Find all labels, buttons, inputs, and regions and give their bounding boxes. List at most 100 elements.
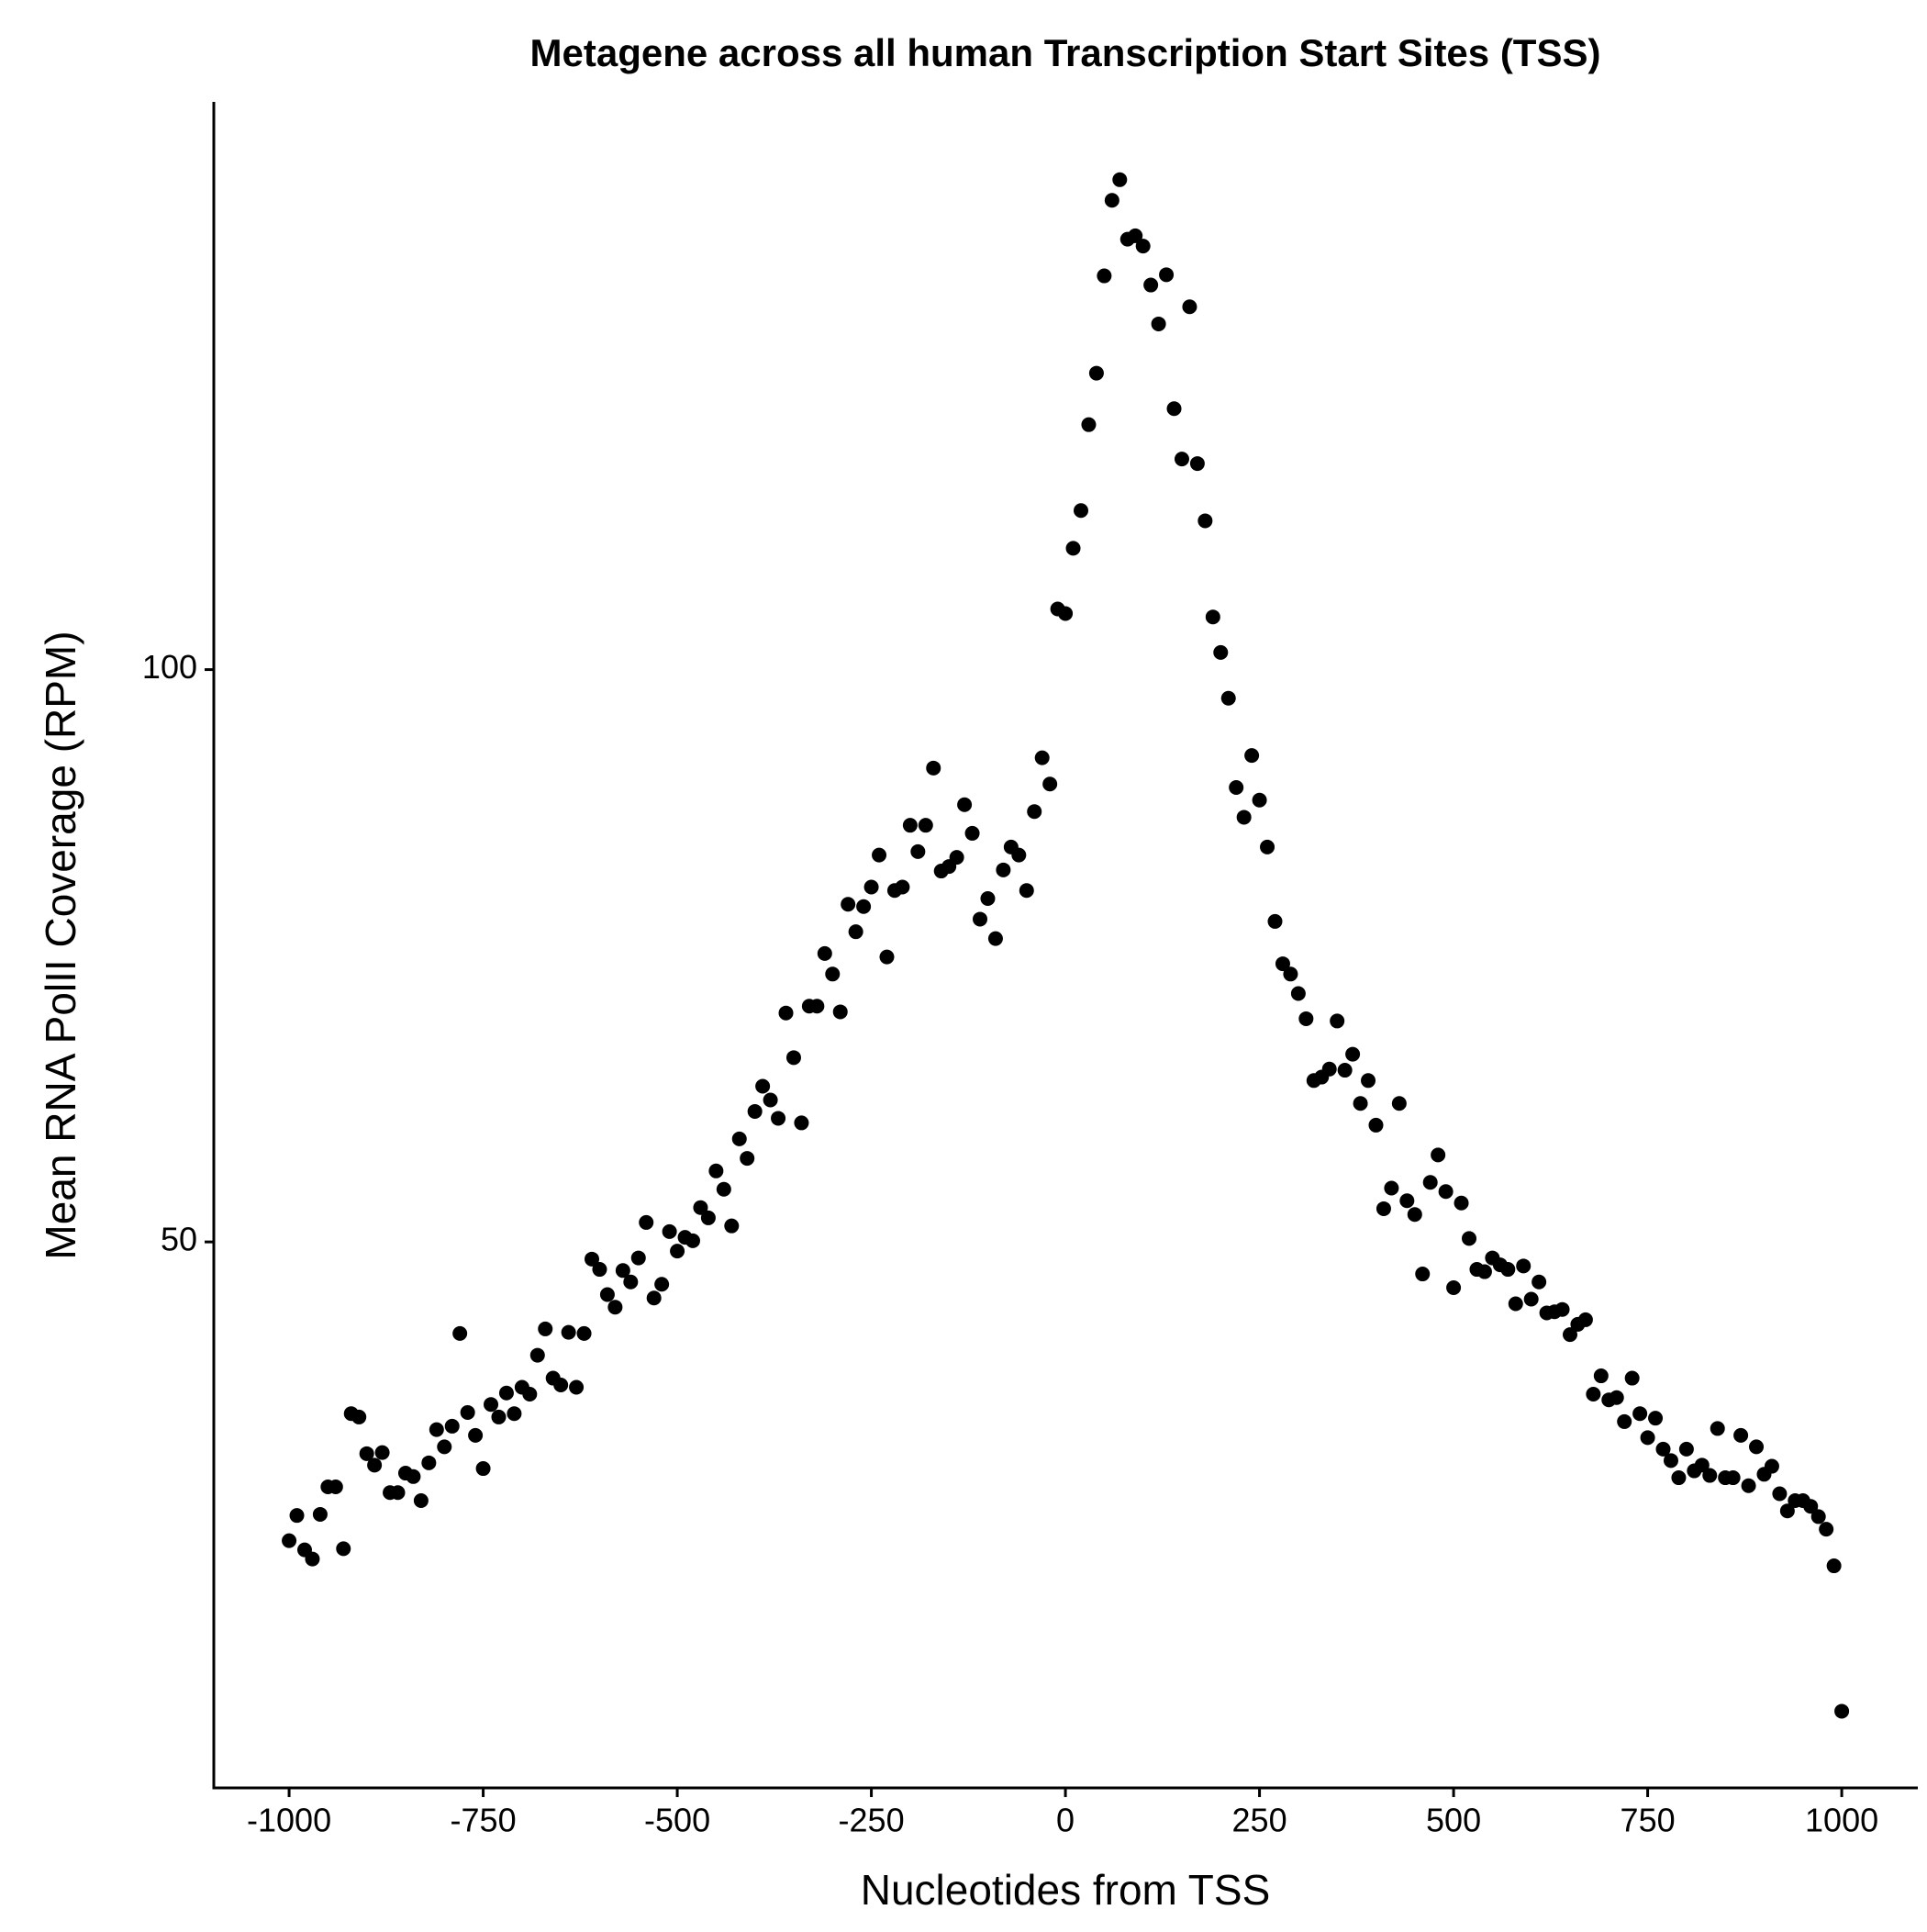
data-point — [716, 1181, 731, 1197]
data-point — [1624, 1370, 1640, 1386]
data-point — [879, 949, 895, 965]
data-point — [964, 825, 980, 841]
data-point — [1182, 299, 1197, 315]
data-point — [1034, 750, 1050, 765]
data-point — [825, 966, 841, 982]
data-point — [785, 1050, 801, 1066]
data-point — [763, 1092, 778, 1108]
data-point — [646, 1290, 662, 1306]
data-point — [747, 1103, 763, 1119]
data-point — [498, 1385, 514, 1401]
data-point — [1197, 513, 1213, 529]
data-point — [1819, 1522, 1834, 1537]
data-point — [771, 1111, 786, 1126]
data-point — [623, 1274, 639, 1290]
data-point — [1810, 1509, 1826, 1524]
data-point — [1562, 1327, 1577, 1343]
data-point — [1640, 1430, 1655, 1446]
data-point — [607, 1300, 623, 1315]
data-point — [740, 1151, 755, 1167]
data-point — [1260, 839, 1275, 854]
data-point — [1361, 1073, 1376, 1089]
x-tick-label: -1000 — [247, 1802, 331, 1839]
data-point — [1220, 690, 1236, 706]
data-point — [872, 847, 887, 863]
data-point — [1516, 1258, 1532, 1274]
data-point — [1174, 452, 1189, 467]
data-point — [289, 1508, 305, 1524]
data-point — [1454, 1195, 1469, 1211]
data-point — [1081, 417, 1097, 432]
data-point — [1663, 1453, 1678, 1469]
x-tick-label: -250 — [839, 1802, 905, 1839]
data-point — [1749, 1439, 1765, 1455]
data-point — [817, 945, 832, 961]
data-point — [1834, 1703, 1850, 1719]
data-point — [1330, 1013, 1345, 1029]
data-point — [522, 1386, 538, 1402]
data-point — [1399, 1193, 1415, 1209]
data-point — [1159, 267, 1175, 283]
data-point — [1097, 268, 1112, 284]
data-point — [1112, 172, 1128, 187]
data-point — [1205, 609, 1220, 625]
data-point — [902, 818, 918, 833]
data-point — [910, 843, 926, 859]
data-point — [895, 879, 910, 895]
data-point — [1678, 1441, 1694, 1457]
data-point — [863, 879, 879, 895]
data-point — [529, 1347, 545, 1363]
data-point — [1229, 780, 1244, 796]
data-point — [328, 1480, 343, 1495]
data-point — [1632, 1406, 1648, 1422]
data-point — [685, 1233, 700, 1248]
data-point — [1073, 503, 1088, 519]
x-tick-label: 750 — [1621, 1802, 1676, 1839]
data-point — [1702, 1468, 1718, 1483]
data-point — [1694, 1457, 1710, 1473]
data-point — [538, 1321, 553, 1336]
data-point — [1019, 883, 1034, 899]
data-point — [1244, 748, 1260, 764]
data-point — [1298, 1011, 1314, 1026]
data-point — [429, 1422, 444, 1437]
data-point — [1438, 1184, 1454, 1200]
data-point — [1283, 966, 1298, 982]
data-point — [1376, 1201, 1391, 1216]
data-point — [1345, 1046, 1361, 1062]
data-point — [1011, 847, 1027, 863]
data-point — [778, 1005, 794, 1021]
data-point — [1088, 365, 1104, 381]
data-point — [390, 1485, 406, 1501]
data-point — [724, 1218, 740, 1234]
data-point — [1577, 1312, 1593, 1327]
data-point — [1252, 792, 1267, 808]
data-point — [475, 1461, 491, 1477]
data-point — [755, 1078, 771, 1094]
data-point — [1151, 316, 1166, 331]
data-point — [832, 1004, 848, 1020]
data-point — [1826, 1558, 1842, 1574]
data-point — [1267, 913, 1283, 929]
data-point — [1422, 1175, 1438, 1190]
data-point — [1135, 239, 1151, 254]
data-point — [312, 1506, 328, 1522]
data-point — [592, 1262, 607, 1278]
x-tick-label: 0 — [1056, 1802, 1075, 1839]
data-point — [1586, 1386, 1601, 1402]
data-point — [794, 1115, 809, 1131]
data-point — [452, 1325, 468, 1341]
data-point — [1058, 606, 1074, 621]
data-point — [700, 1210, 716, 1225]
data-point — [1648, 1411, 1664, 1426]
data-point — [1741, 1478, 1756, 1493]
data-point — [305, 1551, 320, 1567]
data-point — [282, 1533, 297, 1548]
data-point — [1065, 541, 1081, 556]
data-point — [949, 850, 964, 865]
data-point — [553, 1378, 569, 1393]
y-tick-label: 100 — [142, 648, 197, 686]
data-point — [1671, 1470, 1687, 1486]
x-tick-label: -500 — [644, 1802, 710, 1839]
